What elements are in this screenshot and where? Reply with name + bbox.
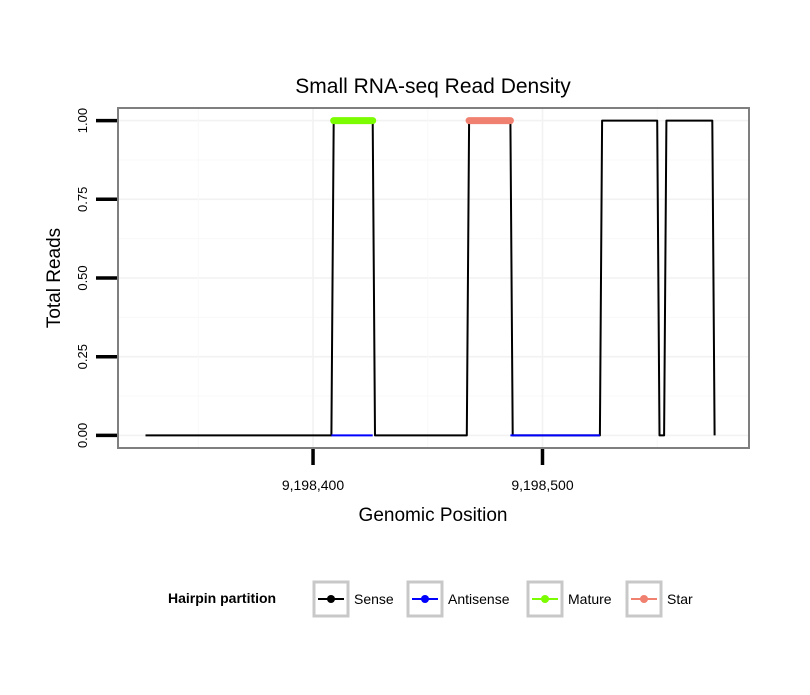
axes: 0.00 0.25 0.50 0.75 1.00 9,198,400 9,198,500 <box>75 108 574 493</box>
chart-title: Small RNA-seq Read Density <box>295 75 571 98</box>
plot-panel <box>117 107 750 449</box>
legend-key-dot-sense <box>327 595 335 603</box>
y-axis-label: Total Reads <box>44 228 65 328</box>
legend-label-sense: Sense <box>354 591 394 607</box>
legend-label-mature: Mature <box>568 591 612 607</box>
y-tick-label: 0.00 <box>75 423 90 448</box>
legend-items: Sense Antisense Mature Star <box>312 580 693 618</box>
y-tick-label: 0.25 <box>75 344 90 369</box>
x-tick-label: 9,198,400 <box>282 477 344 493</box>
legend: Hairpin partition Sense Antisense Mature St… <box>168 580 693 618</box>
legend-key-dot-mature <box>541 595 549 603</box>
legend-label-star: Star <box>667 591 693 607</box>
y-tick-label: 0.50 <box>75 265 90 290</box>
grid-lines <box>118 108 749 448</box>
legend-key-dot-star <box>640 595 648 603</box>
y-tick-label: 1.00 <box>75 108 90 133</box>
x-axis-label: Genomic Position <box>359 505 508 526</box>
legend-title: Hairpin partition <box>168 590 276 606</box>
legend-key-dot-antisense <box>421 595 429 603</box>
data-series <box>145 117 716 437</box>
plot-panel-border <box>117 107 750 449</box>
y-tick-label: 0.75 <box>75 187 90 212</box>
x-tick-label: 9,198,500 <box>511 477 573 493</box>
legend-label-antisense: Antisense <box>448 591 510 607</box>
